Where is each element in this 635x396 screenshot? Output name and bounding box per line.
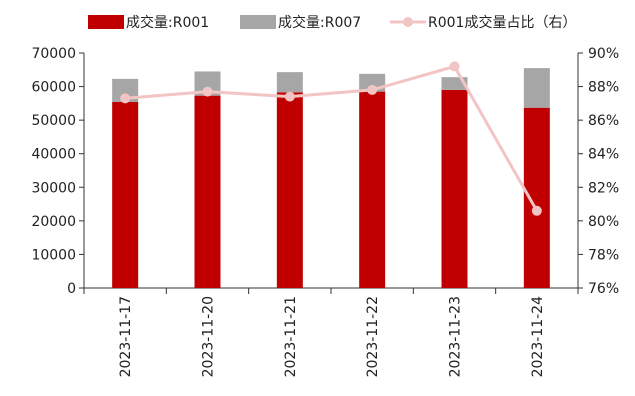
line-series xyxy=(120,61,542,216)
bar-r001 xyxy=(194,95,221,288)
line-point xyxy=(449,61,460,72)
legend-swatch-r007 xyxy=(240,15,276,29)
line-point xyxy=(202,86,213,97)
y-right-tick-label: 84% xyxy=(588,147,619,163)
legend: 成交量:R001 成交量:R007 R001成交量占比（右） xyxy=(88,14,576,31)
y-left-tick-label: 60000 xyxy=(31,80,76,96)
legend-marker-share xyxy=(403,17,413,27)
bar-r007 xyxy=(523,68,550,108)
line-point xyxy=(284,91,295,102)
bar-r001 xyxy=(523,107,550,288)
bar-r007 xyxy=(276,72,303,93)
y-right-tick-label: 80% xyxy=(588,214,619,230)
line-point xyxy=(367,84,378,95)
x-tick-label: 2023-11-21 xyxy=(283,296,299,377)
y-left-tick-label: 30000 xyxy=(31,180,76,196)
y-left-tick-label: 20000 xyxy=(31,214,76,230)
line-point xyxy=(120,93,131,104)
x-tick-label: 2023-11-22 xyxy=(365,296,381,377)
y-right-tick-label: 76% xyxy=(588,281,619,297)
y-left-tick-label: 70000 xyxy=(31,46,76,62)
bar-r007 xyxy=(112,78,139,103)
x-tick-label: 2023-11-23 xyxy=(448,296,464,377)
bars xyxy=(112,68,550,289)
y-right-tick-label: 90% xyxy=(588,46,619,62)
y-left-tick-label: 50000 xyxy=(31,113,76,129)
bar-r001 xyxy=(359,91,386,288)
axes: 0 10000 20000 30000 40000 50000 60000 70000 76% 7… xyxy=(31,46,619,377)
y-left-tick-label: 10000 xyxy=(31,247,76,263)
x-tick-label: 2023-11-20 xyxy=(201,296,217,377)
bar-r001 xyxy=(441,89,468,288)
legend-label-r007: 成交量:R007 xyxy=(278,14,361,31)
x-tick-label: 2023-11-17 xyxy=(118,296,134,377)
y-right-tick-label: 78% xyxy=(588,247,619,263)
y-right-tick-label: 88% xyxy=(588,80,619,96)
line-point xyxy=(531,205,542,216)
bar-r001 xyxy=(276,92,303,289)
x-tick-label: 2023-11-24 xyxy=(530,296,546,377)
legend-swatch-r001 xyxy=(88,15,124,29)
line-r001-share xyxy=(125,64,539,212)
y-left-tick-label: 0 xyxy=(67,281,76,297)
bar-r001 xyxy=(112,102,139,288)
legend-label-share: R001成交量占比（右） xyxy=(428,14,576,31)
y-right-tick-label: 82% xyxy=(588,180,619,196)
y-left-tick-label: 40000 xyxy=(31,147,76,163)
y-right-tick-label: 86% xyxy=(588,113,619,129)
legend-label-r001: 成交量:R001 xyxy=(126,14,209,31)
